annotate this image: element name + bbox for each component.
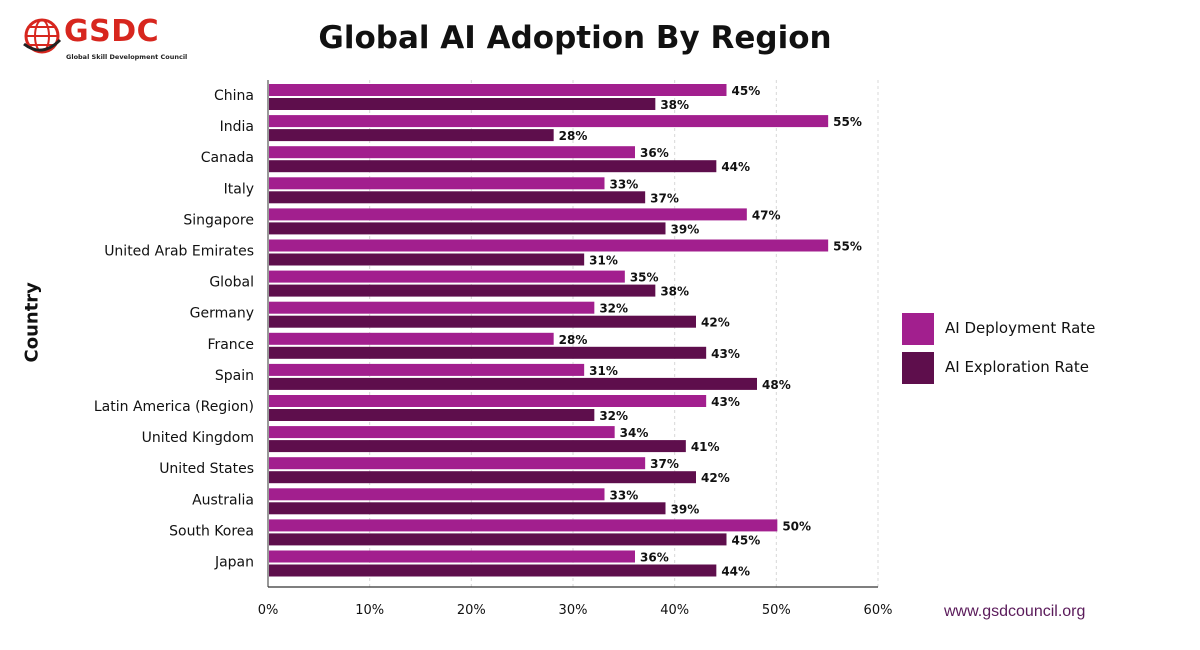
bar-exploration: [269, 253, 585, 266]
category-label: France: [207, 337, 254, 353]
bar-deployment: [269, 332, 554, 345]
bar-exploration: [269, 315, 696, 328]
bar-deployment: [269, 301, 595, 314]
category-label: Latin America (Region): [94, 399, 254, 415]
bar-deployment: [269, 177, 605, 190]
bar-exploration: [269, 564, 717, 577]
bar-exploration: [269, 533, 727, 546]
x-tick-label: 30%: [559, 603, 588, 618]
data-label: 55%: [833, 240, 862, 254]
legend-swatch-exploration: [902, 352, 934, 384]
bar-deployment: [269, 457, 646, 470]
data-label: 43%: [711, 347, 740, 361]
bar-deployment: [269, 208, 747, 221]
bar-exploration: [269, 377, 757, 390]
data-label: 39%: [671, 502, 700, 516]
globe-icon: [23, 18, 62, 54]
x-tick-label: 10%: [355, 603, 384, 618]
data-label: 32%: [599, 302, 628, 316]
data-label: 28%: [559, 333, 588, 347]
bar-exploration: [269, 502, 666, 515]
bar-exploration: [269, 98, 656, 110]
logo-subtitle: Global Skill Development Council: [66, 53, 188, 61]
category-label: Canada: [201, 150, 254, 166]
data-label: 44%: [721, 565, 750, 579]
bar-deployment: [269, 270, 625, 283]
x-tick-label: 20%: [457, 603, 486, 618]
bar-exploration: [269, 440, 686, 453]
gsdc-logo: GSDC Global Skill Development Council: [20, 12, 190, 62]
logo-text: GSDC: [64, 14, 160, 49]
bar-deployment: [269, 115, 829, 128]
data-label: 48%: [762, 378, 791, 392]
data-label: 28%: [559, 129, 588, 143]
category-label: Italy: [224, 181, 254, 197]
x-tick-label: 60%: [864, 603, 893, 618]
legend-label-exploration: AI Exploration Rate: [945, 358, 1089, 376]
data-label: 45%: [732, 84, 761, 98]
bar-deployment: [269, 84, 727, 96]
bar-deployment: [269, 395, 707, 407]
website-link[interactable]: www.gsdcouncil.org: [944, 603, 1086, 620]
bar-deployment: [269, 488, 605, 501]
x-tick-label: 40%: [660, 603, 689, 618]
data-label: 33%: [610, 488, 639, 502]
x-tick-label: 50%: [762, 603, 791, 618]
bar-exploration: [269, 160, 717, 173]
data-label: 35%: [630, 271, 659, 285]
bar-exploration: [269, 409, 595, 421]
category-label: Global: [209, 275, 254, 291]
data-label: 32%: [599, 409, 628, 423]
data-label: 45%: [732, 533, 761, 547]
data-label: 33%: [610, 177, 639, 191]
chart-title: Global AI Adoption By Region: [318, 20, 832, 56]
category-label: India: [220, 119, 254, 135]
category-label: China: [214, 88, 254, 104]
data-label: 47%: [752, 208, 781, 222]
bar-exploration: [269, 129, 554, 142]
category-label: Australia: [192, 492, 254, 508]
bar-exploration: [269, 191, 646, 204]
category-label: United Kingdom: [142, 430, 254, 446]
data-label: 38%: [660, 285, 689, 299]
data-label: 37%: [650, 457, 679, 471]
category-label: Germany: [190, 306, 254, 322]
category-label: Singapore: [183, 212, 254, 228]
data-label: 42%: [701, 316, 730, 330]
bar-deployment: [269, 519, 778, 532]
data-label: 31%: [589, 364, 618, 378]
data-label: 43%: [711, 395, 740, 409]
data-label: 50%: [782, 519, 811, 533]
bar-exploration: [269, 222, 666, 235]
data-label: 36%: [640, 146, 669, 160]
category-label: Japan: [214, 555, 254, 571]
data-label: 37%: [650, 191, 679, 205]
data-label: 39%: [671, 222, 700, 236]
category-label: Spain: [215, 368, 254, 384]
bar-exploration: [269, 346, 707, 359]
bar-deployment: [269, 239, 829, 252]
data-label: 34%: [620, 426, 649, 440]
bar-deployment: [269, 550, 635, 563]
data-label: 42%: [701, 471, 730, 485]
category-label: United Arab Emirates: [104, 244, 254, 260]
category-label: South Korea: [169, 523, 254, 539]
category-label: United States: [159, 461, 254, 477]
legend-label-deployment: AI Deployment Rate: [945, 319, 1096, 337]
bar-deployment: [269, 426, 615, 439]
bar-exploration: [269, 471, 696, 484]
x-tick-label: 0%: [258, 603, 279, 618]
data-label: 38%: [660, 98, 689, 112]
data-label: 36%: [640, 551, 669, 565]
data-label: 44%: [721, 160, 750, 174]
data-label: 41%: [691, 440, 720, 454]
bar-deployment: [269, 146, 635, 159]
bar-exploration: [269, 284, 656, 297]
legend-swatch-deployment: [902, 313, 934, 345]
data-label: 55%: [833, 115, 862, 129]
bar-deployment: [269, 363, 585, 376]
data-label: 31%: [589, 254, 618, 268]
